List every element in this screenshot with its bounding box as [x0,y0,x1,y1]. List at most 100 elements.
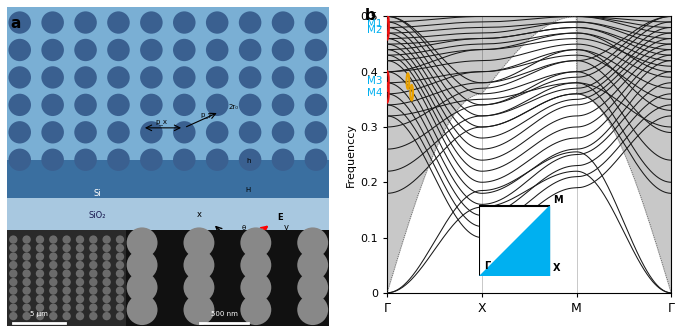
Circle shape [116,261,124,269]
Circle shape [182,295,191,303]
Text: M3: M3 [366,76,382,86]
Text: 500 nm: 500 nm [211,311,238,317]
Circle shape [142,278,151,286]
Circle shape [89,235,97,244]
Circle shape [182,287,191,295]
Circle shape [155,303,164,312]
Circle shape [36,287,44,295]
Circle shape [239,121,262,143]
Circle shape [240,294,271,325]
Circle shape [8,66,31,89]
Circle shape [41,12,64,34]
Text: p_x: p_x [155,119,167,125]
Text: M1: M1 [366,19,382,29]
Circle shape [103,287,111,295]
Circle shape [41,121,64,143]
Circle shape [62,252,71,261]
Circle shape [272,66,295,89]
Circle shape [23,244,31,252]
Circle shape [116,269,124,278]
Circle shape [36,278,44,286]
Circle shape [76,269,84,278]
Circle shape [169,269,177,278]
Circle shape [74,66,97,89]
Circle shape [9,244,18,252]
Circle shape [74,94,97,116]
Text: H: H [246,187,251,193]
Circle shape [182,252,191,261]
Circle shape [36,295,44,303]
Circle shape [155,295,164,303]
Circle shape [240,250,271,280]
Circle shape [9,269,18,278]
Circle shape [89,244,97,252]
Text: a: a [10,16,21,31]
Circle shape [184,272,214,303]
Circle shape [196,235,204,244]
Circle shape [103,312,111,320]
Circle shape [41,94,64,116]
Circle shape [155,269,164,278]
Circle shape [140,121,162,143]
Circle shape [297,250,328,280]
Circle shape [169,295,177,303]
Circle shape [129,287,138,295]
Circle shape [62,235,71,244]
Text: x: x [197,210,202,219]
Circle shape [107,66,129,89]
Circle shape [62,278,71,286]
Circle shape [9,303,18,312]
Circle shape [62,303,71,312]
Circle shape [127,294,158,325]
Circle shape [89,287,97,295]
Circle shape [76,312,84,320]
Circle shape [89,261,97,269]
Circle shape [62,261,71,269]
Circle shape [305,94,327,116]
Circle shape [76,303,84,312]
Circle shape [49,278,58,286]
Circle shape [76,287,84,295]
Circle shape [297,227,328,258]
Circle shape [182,244,191,252]
FancyBboxPatch shape [126,230,329,326]
Circle shape [206,39,229,61]
Circle shape [103,252,111,261]
Circle shape [140,12,162,34]
Circle shape [196,312,204,320]
Circle shape [182,312,191,320]
Circle shape [169,312,177,320]
Circle shape [23,303,31,312]
Text: Si: Si [93,189,101,198]
Circle shape [76,235,84,244]
Circle shape [116,235,124,244]
Circle shape [107,12,129,34]
Circle shape [76,278,84,286]
Circle shape [89,269,97,278]
Circle shape [155,252,164,261]
Circle shape [74,149,97,171]
Circle shape [36,261,44,269]
Circle shape [297,294,328,325]
Circle shape [140,94,162,116]
FancyBboxPatch shape [7,7,329,182]
Circle shape [49,303,58,312]
Circle shape [239,12,262,34]
Polygon shape [387,16,671,293]
Circle shape [169,278,177,286]
Text: 2r₀: 2r₀ [229,104,239,110]
Circle shape [116,278,124,286]
Circle shape [49,295,58,303]
Circle shape [142,295,151,303]
Circle shape [103,244,111,252]
Circle shape [36,244,44,252]
Circle shape [140,149,162,171]
Circle shape [116,295,124,303]
Circle shape [9,235,18,244]
Circle shape [49,269,58,278]
FancyBboxPatch shape [7,198,329,230]
Circle shape [36,252,44,261]
Circle shape [305,66,327,89]
Circle shape [129,252,138,261]
Circle shape [196,252,204,261]
